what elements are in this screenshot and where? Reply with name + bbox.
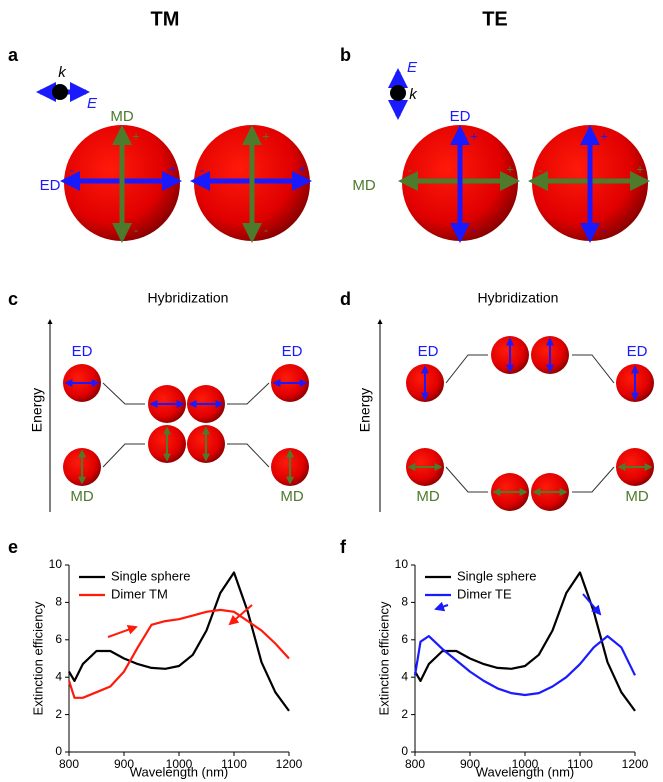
x-tick-label: 1000 [512, 757, 539, 771]
charge-sign: - [264, 222, 268, 237]
x-tick-label: 900 [460, 757, 480, 771]
k-label: k [58, 64, 67, 81]
panel-label: e [8, 537, 18, 557]
trend-arrow [107, 624, 138, 638]
y-tick-label: 8 [401, 595, 408, 609]
connector [102, 382, 145, 405]
y-tick-label: 2 [401, 707, 408, 721]
mode-label: MD [625, 488, 648, 505]
y-tick-label: 0 [55, 744, 62, 758]
ed-label: ED [40, 177, 61, 194]
hybridization-title: Hybridization [478, 290, 559, 306]
energy-label: Energy [29, 388, 45, 432]
charge-sign: + [600, 128, 608, 143]
column-header: TM [151, 8, 180, 30]
series-line [413, 635, 636, 697]
charge-sign: - [70, 162, 74, 177]
connector [227, 443, 270, 468]
charge-sign: - [472, 222, 476, 237]
connector [227, 382, 270, 405]
y-tick-label: 2 [55, 707, 62, 721]
y-axis-label: Extinction efficiency [30, 601, 45, 715]
hybridization-title: Hybridization [148, 290, 229, 306]
k-label: k [409, 86, 418, 103]
x-tick-label: 1100 [567, 757, 593, 771]
connector [572, 354, 615, 384]
charge-sign: + [262, 128, 270, 143]
legend-label: Single sphere [111, 568, 191, 583]
x-tick-label: 800 [405, 757, 425, 771]
mode-label: ED [418, 343, 439, 360]
x-tick-label: 900 [114, 757, 134, 771]
panel-label: f [340, 537, 347, 557]
connector [572, 466, 615, 493]
y-tick-label: 10 [49, 557, 63, 571]
mode-label: MD [416, 488, 439, 505]
charge-sign: + [298, 161, 306, 176]
connector [445, 354, 488, 384]
k-dot [390, 85, 406, 101]
y-tick-label: 10 [395, 557, 409, 571]
e-label: E [87, 95, 98, 112]
charge-sign: + [636, 161, 644, 176]
charge-sign: - [538, 162, 542, 177]
charge-sign: - [200, 162, 204, 177]
y-tick-label: 8 [55, 595, 62, 609]
series-line [67, 608, 290, 699]
y-tick-label: 4 [55, 669, 62, 683]
column-header: TE [482, 8, 508, 30]
charge-sign: - [134, 222, 138, 237]
charge-sign: + [132, 128, 140, 143]
legend-label: Single sphere [457, 568, 537, 583]
trend-arrow [434, 601, 449, 612]
ed-label: ED [450, 108, 471, 125]
x-tick-label: 1000 [166, 757, 193, 771]
x-tick-label: 800 [59, 757, 79, 771]
panel-label: b [340, 45, 351, 65]
x-axis-label: Wavelength (nm) [476, 764, 575, 779]
x-tick-label: 1200 [622, 757, 649, 771]
mode-label: ED [282, 343, 303, 360]
k-dot [52, 84, 68, 100]
charge-sign: + [506, 161, 514, 176]
y-tick-label: 6 [401, 632, 408, 646]
charge-sign: + [168, 161, 176, 176]
connector [102, 443, 145, 468]
legend-label: Dimer TM [111, 586, 168, 601]
energy-label: Energy [357, 388, 373, 432]
md-label: MD [110, 108, 133, 125]
md-label: MD [352, 177, 375, 194]
mode-label: ED [72, 343, 93, 360]
trend-arrow [582, 593, 602, 616]
connector [445, 466, 488, 493]
charge-sign: - [602, 222, 606, 237]
series-line [414, 571, 636, 712]
trend-arrow [228, 604, 253, 626]
x-tick-label: 1100 [221, 757, 247, 771]
charge-sign: + [470, 128, 478, 143]
panel-label: c [8, 289, 18, 309]
x-axis-label: Wavelength (nm) [130, 764, 229, 779]
y-axis-label: Extinction efficiency [376, 601, 391, 715]
y-tick-label: 4 [401, 669, 408, 683]
charge-sign: - [408, 162, 412, 177]
panel-label: a [8, 45, 19, 65]
mode-label: MD [70, 488, 93, 505]
mode-label: MD [280, 488, 303, 505]
e-label: E [407, 59, 418, 76]
series-line [68, 571, 290, 712]
panel-label: d [340, 289, 351, 309]
x-tick-label: 1200 [276, 757, 303, 771]
y-tick-label: 6 [55, 632, 62, 646]
y-tick-label: 0 [401, 744, 408, 758]
legend-label: Dimer TE [457, 586, 512, 601]
mode-label: ED [627, 343, 648, 360]
